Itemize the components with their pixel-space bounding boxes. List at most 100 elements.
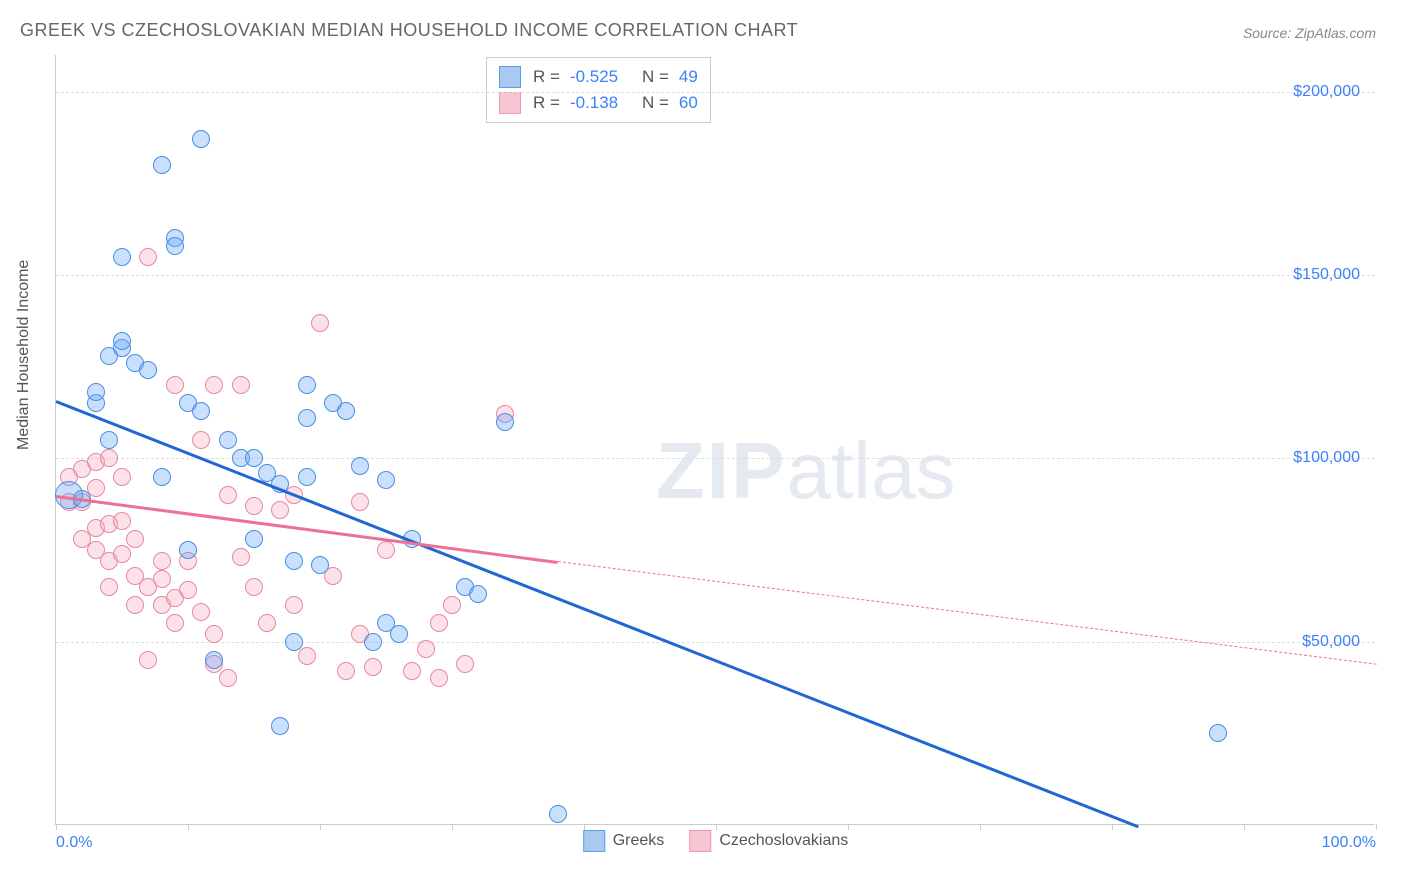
data-point: [285, 552, 303, 570]
data-point: [179, 541, 197, 559]
data-point: [430, 669, 448, 687]
data-point: [205, 376, 223, 394]
data-point: [377, 471, 395, 489]
data-point: [245, 449, 263, 467]
x-tick: [980, 824, 981, 830]
source-attribution: Source: ZipAtlas.com: [1243, 25, 1376, 41]
x-tick: [584, 824, 585, 830]
x-tick: [56, 824, 57, 830]
x-tick: [716, 824, 717, 830]
n-label: N =: [642, 93, 669, 113]
data-point: [192, 603, 210, 621]
y-tick-label: $200,000: [1293, 83, 1360, 101]
data-point: [153, 156, 171, 174]
data-point: [100, 449, 118, 467]
x-tick: [1112, 824, 1113, 830]
data-point: [100, 578, 118, 596]
data-point: [192, 402, 210, 420]
y-tick-label: $50,000: [1302, 633, 1360, 651]
data-point: [113, 512, 131, 530]
watermark-zip: ZIP: [656, 426, 786, 515]
x-tick: [848, 824, 849, 830]
x-tick: [1244, 824, 1245, 830]
chart-plot-area: ZIPatlas R = -0.525 N = 49 R = -0.138 N …: [55, 55, 1375, 825]
swatch-czech: [499, 92, 521, 114]
data-point: [179, 581, 197, 599]
data-point: [549, 805, 567, 823]
y-axis-label: Median Household Income: [15, 260, 33, 450]
data-point: [166, 237, 184, 255]
data-point: [271, 501, 289, 519]
data-point: [258, 614, 276, 632]
data-point: [285, 596, 303, 614]
data-point: [153, 552, 171, 570]
r-value-czech: -0.138: [570, 93, 630, 113]
trendline: [56, 495, 558, 563]
data-point: [192, 431, 210, 449]
chart-title: GREEK VS CZECHOSLOVAKIAN MEDIAN HOUSEHOL…: [20, 20, 798, 41]
data-point: [232, 376, 250, 394]
data-point: [153, 468, 171, 486]
data-point: [126, 530, 144, 548]
data-point: [219, 431, 237, 449]
data-point: [364, 633, 382, 651]
data-point: [87, 383, 105, 401]
data-point: [219, 669, 237, 687]
x-tick: [320, 824, 321, 830]
data-point: [298, 468, 316, 486]
data-point: [417, 640, 435, 658]
data-point: [113, 545, 131, 563]
data-point: [443, 596, 461, 614]
swatch-greeks: [499, 66, 521, 88]
data-point: [403, 662, 421, 680]
data-point: [153, 570, 171, 588]
r-value-greeks: -0.525: [570, 67, 630, 87]
swatch-greeks: [583, 830, 605, 852]
stats-row-czech: R = -0.138 N = 60: [499, 90, 698, 116]
swatch-czech: [689, 830, 711, 852]
data-point: [219, 486, 237, 504]
data-point: [311, 556, 329, 574]
data-point: [166, 376, 184, 394]
r-label: R =: [533, 93, 560, 113]
data-point: [390, 625, 408, 643]
data-point: [205, 625, 223, 643]
n-label: N =: [642, 67, 669, 87]
legend-item-greeks: Greeks: [583, 830, 665, 852]
x-tick: [188, 824, 189, 830]
y-tick-label: $100,000: [1293, 449, 1360, 467]
data-point: [205, 651, 223, 669]
gridline: [56, 642, 1375, 643]
data-point: [113, 332, 131, 350]
data-point: [496, 413, 514, 431]
data-point: [192, 130, 210, 148]
trendline: [558, 561, 1377, 665]
data-point: [100, 431, 118, 449]
data-point: [245, 530, 263, 548]
r-label: R =: [533, 67, 560, 87]
legend-item-czech: Czechoslovakians: [689, 830, 848, 852]
data-point: [113, 468, 131, 486]
data-point: [298, 376, 316, 394]
watermark-atlas: atlas: [786, 426, 955, 515]
data-point: [311, 314, 329, 332]
data-point: [469, 585, 487, 603]
y-tick-label: $150,000: [1293, 266, 1360, 284]
data-point: [271, 717, 289, 735]
x-tick-label-left: 0.0%: [56, 834, 92, 852]
data-point: [377, 541, 395, 559]
bottom-legend: Greeks Czechoslovakians: [583, 830, 849, 852]
data-point: [166, 614, 184, 632]
x-tick: [452, 824, 453, 830]
data-point: [337, 402, 355, 420]
gridline: [56, 92, 1375, 93]
legend-label-greeks: Greeks: [613, 832, 665, 850]
data-point: [337, 662, 355, 680]
data-point: [430, 614, 448, 632]
stats-row-greeks: R = -0.525 N = 49: [499, 64, 698, 90]
data-point: [351, 493, 369, 511]
data-point: [126, 596, 144, 614]
gridline: [56, 275, 1375, 276]
data-point: [298, 647, 316, 665]
data-point: [245, 497, 263, 515]
